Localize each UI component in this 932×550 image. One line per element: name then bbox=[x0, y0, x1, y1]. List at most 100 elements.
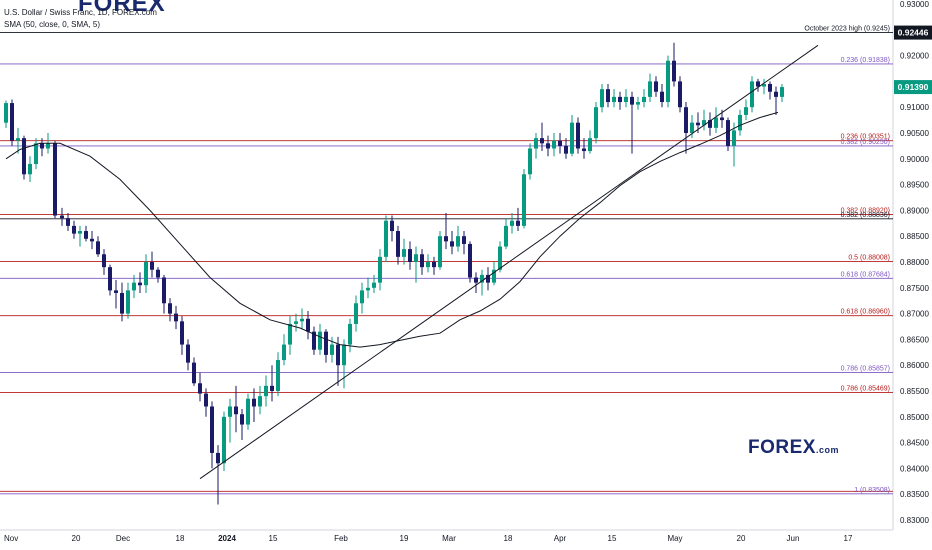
candle-body bbox=[84, 231, 88, 239]
candle-body bbox=[720, 117, 724, 121]
candle-body bbox=[732, 130, 736, 146]
candle-body bbox=[588, 138, 592, 152]
candle-body bbox=[4, 103, 8, 123]
candle-body bbox=[114, 290, 118, 293]
level-label: October 2023 high (0.9245) bbox=[804, 26, 890, 33]
price-tick-label: 0.90000 bbox=[900, 155, 929, 164]
candle-body bbox=[408, 249, 412, 262]
candle-body bbox=[396, 231, 400, 257]
candle-body bbox=[630, 96, 634, 105]
time-axis[interactable]: Nov 20 Dec 18 2024 15 Feb 19 Mar 18 Apr 15 May 20 Jun 1… bbox=[4, 534, 853, 543]
candle-body bbox=[456, 236, 460, 247]
grid bbox=[0, 0, 894, 531]
candle-body bbox=[168, 303, 172, 314]
candle-body bbox=[624, 96, 628, 103]
watermark-brand: FOREX bbox=[78, 0, 166, 17]
candle-body bbox=[672, 60, 676, 82]
price-tick-label: 0.93000 bbox=[900, 0, 929, 9]
candle-body bbox=[600, 89, 604, 108]
price-badges: 0.92446 0.91390 bbox=[894, 25, 932, 95]
time-tick-label: Mar bbox=[442, 534, 456, 543]
candle-body bbox=[594, 107, 598, 139]
candle-body bbox=[53, 143, 57, 216]
candle-body bbox=[774, 91, 778, 97]
candle-body bbox=[34, 143, 38, 164]
current-price-badge-label: 0.91390 bbox=[898, 82, 929, 92]
candle-body bbox=[16, 138, 20, 141]
candle-body bbox=[138, 282, 142, 286]
candle-body bbox=[540, 138, 544, 144]
time-tick-label: 15 bbox=[269, 534, 278, 543]
candle-body bbox=[360, 290, 364, 304]
time-tick-label: 20 bbox=[72, 534, 81, 543]
candle-body bbox=[270, 385, 274, 391]
candle-body bbox=[756, 81, 760, 87]
indicator-legend[interactable]: SMA (50, close, 0, SMA, 5) bbox=[4, 20, 101, 29]
candle-body bbox=[702, 120, 706, 126]
candle-body bbox=[534, 138, 538, 149]
candle-body bbox=[336, 344, 340, 366]
candle-body bbox=[60, 215, 64, 219]
level-label: 1 (0.83508) bbox=[854, 487, 890, 494]
candle-body bbox=[726, 120, 730, 146]
time-tick-label: Jun bbox=[787, 534, 800, 543]
candle-body bbox=[642, 96, 646, 103]
candle-body bbox=[264, 385, 268, 397]
candle-body bbox=[678, 81, 682, 108]
trendline bbox=[199, 44, 819, 480]
current-price-badge bbox=[894, 80, 932, 95]
candle-body bbox=[432, 262, 436, 268]
price-tick-label: 0.86000 bbox=[900, 361, 929, 370]
candle-body bbox=[378, 256, 382, 283]
candle-body bbox=[40, 143, 44, 149]
candle-body bbox=[276, 360, 280, 391]
candle-body bbox=[240, 414, 244, 425]
candle-body bbox=[10, 103, 14, 141]
candle-body bbox=[204, 393, 208, 407]
candle-body bbox=[414, 254, 418, 262]
candle-body bbox=[762, 83, 766, 87]
candle-body bbox=[546, 143, 550, 149]
price-tick-label: 0.89500 bbox=[900, 181, 929, 190]
candle-body bbox=[96, 241, 100, 255]
candle-body bbox=[120, 292, 124, 314]
candle-body bbox=[522, 174, 526, 226]
high-price-badge-label: 0.92446 bbox=[898, 28, 929, 38]
candle-body bbox=[246, 398, 250, 425]
candle-body bbox=[708, 120, 712, 128]
candle-body bbox=[450, 241, 454, 247]
candle-body bbox=[576, 122, 580, 149]
price-tick-label: 0.88500 bbox=[900, 232, 929, 241]
candle-body bbox=[618, 96, 622, 103]
level-label: 0.382 (0.88836) bbox=[841, 212, 890, 219]
candle-body bbox=[288, 323, 292, 345]
candle-body bbox=[462, 236, 466, 244]
candle-body bbox=[516, 220, 520, 226]
candle-body bbox=[258, 396, 262, 407]
candle-body bbox=[306, 318, 310, 332]
price-tick-label: 0.85000 bbox=[900, 413, 929, 422]
candle-body bbox=[108, 267, 112, 291]
price-tick-label: 0.83000 bbox=[900, 516, 929, 525]
candle-body bbox=[300, 318, 304, 322]
watermark-logo-top: FOREX.com bbox=[78, 0, 188, 18]
candle-body bbox=[22, 138, 26, 175]
forex-logo: FOREX.com bbox=[748, 437, 839, 459]
forex-logo-suffix: .com bbox=[815, 445, 839, 455]
candle-body bbox=[684, 107, 688, 133]
candle-body bbox=[564, 145, 568, 154]
price-axis[interactable]: 0.93000 0.92000 0.91000 0.90500 0.90000 0.895… bbox=[900, 0, 929, 525]
candle-body bbox=[372, 282, 376, 288]
candle-body bbox=[582, 148, 586, 152]
candle-body bbox=[210, 406, 214, 453]
price-tick-label: 0.87500 bbox=[900, 284, 929, 293]
candle-body bbox=[318, 331, 322, 350]
symbol-title: U.S. Dollar / Swiss Franc, 1D, FOREX.com bbox=[4, 8, 157, 17]
candle-body bbox=[558, 140, 562, 146]
time-tick-label: 20 bbox=[737, 534, 746, 543]
time-tick-label: Feb bbox=[334, 534, 348, 543]
level-label: 0.382 (0.90250) bbox=[841, 139, 890, 146]
candle-body bbox=[528, 148, 532, 175]
candle-body bbox=[738, 114, 742, 131]
